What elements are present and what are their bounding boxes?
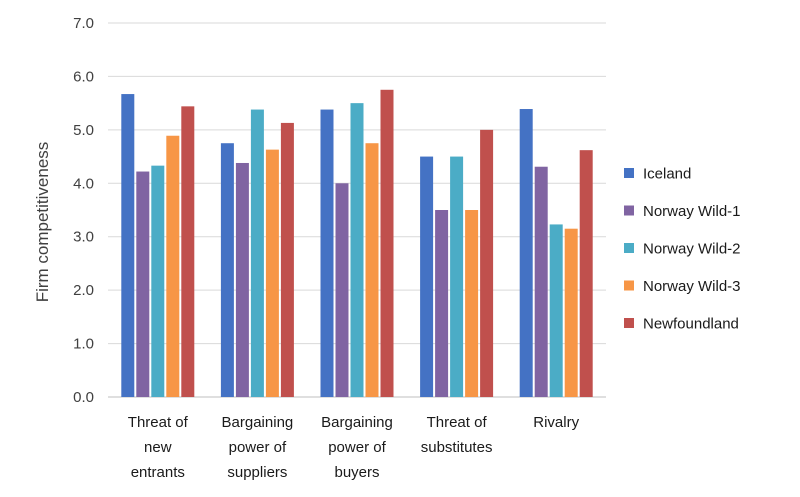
category-label: Threat of substitutes bbox=[421, 414, 493, 456]
category-label: Threat of new entrants bbox=[128, 414, 189, 481]
y-tick-label: 3.0 bbox=[73, 229, 94, 246]
y-tick-labels: 0.0 1.0 2.0 3.0 4.0 5.0 6.0 7.0 bbox=[73, 15, 94, 406]
category-labels: Threat of new entrants Bargaining power of su… bbox=[128, 414, 580, 481]
bar-iceland bbox=[220, 143, 234, 397]
bar-iceland bbox=[519, 109, 533, 398]
bar-norway-wild-1 bbox=[534, 166, 548, 397]
bar-norway-wild-2 bbox=[151, 165, 165, 397]
y-tick-label: 5.0 bbox=[73, 122, 94, 139]
bar-newfoundland bbox=[480, 129, 494, 397]
legend-swatch-norway-wild-1 bbox=[624, 205, 634, 216]
bar-newfoundland bbox=[579, 150, 593, 397]
legend-label-norway-wild-3: Norway Wild-3 bbox=[643, 278, 741, 295]
bar-newfoundland bbox=[181, 106, 195, 397]
category-label: Bargaining power of suppliers bbox=[222, 414, 294, 481]
y-tick-label: 2.0 bbox=[73, 282, 94, 299]
legend-label-iceland: Iceland bbox=[643, 166, 691, 183]
bar-iceland bbox=[121, 94, 135, 397]
bar-iceland bbox=[320, 109, 334, 397]
y-tick-label: 0.0 bbox=[73, 389, 94, 406]
bar-norway-wild-1 bbox=[435, 210, 449, 397]
bar-iceland bbox=[420, 156, 434, 397]
bar-norway-wild-1 bbox=[335, 183, 349, 397]
bar-norway-wild-1 bbox=[235, 162, 249, 397]
legend-label-newfoundland: Newfoundland bbox=[643, 316, 739, 333]
legend-label-norway-wild-2: Norway Wild-2 bbox=[643, 241, 741, 258]
legend-label-norway-wild-1: Norway Wild-1 bbox=[643, 203, 741, 220]
legend: Iceland Norway Wild-1 Norway Wild-2 Norway … bbox=[624, 166, 741, 333]
legend-swatch-newfoundland bbox=[624, 318, 634, 328]
bar-norway-wild-3 bbox=[365, 143, 379, 397]
bar-norway-wild-2 bbox=[250, 109, 264, 397]
y-axis-title: Firm competitiveness bbox=[33, 142, 52, 303]
y-tick-label: 7.0 bbox=[73, 15, 94, 32]
bar-norway-wild-2 bbox=[549, 224, 563, 397]
bars bbox=[121, 89, 593, 398]
bar-norway-wild-2 bbox=[450, 156, 464, 397]
category-label: Bargaining power of buyers bbox=[321, 414, 393, 481]
legend-swatch-norway-wild-3 bbox=[624, 280, 634, 291]
legend-swatch-norway-wild-2 bbox=[624, 243, 634, 253]
bar-norway-wild-3 bbox=[564, 228, 578, 397]
bar-norway-wild-1 bbox=[136, 171, 150, 397]
bar-newfoundland bbox=[280, 122, 294, 397]
bar-newfoundland bbox=[380, 89, 394, 398]
bar-norway-wild-3 bbox=[166, 135, 180, 397]
y-tick-label: 4.0 bbox=[73, 175, 94, 192]
bar-norway-wild-3 bbox=[465, 210, 479, 397]
category-label: Rivalry bbox=[533, 414, 579, 431]
bar-norway-wild-2 bbox=[350, 103, 364, 398]
legend-swatch-iceland bbox=[624, 168, 634, 178]
bar-norway-wild-3 bbox=[265, 149, 279, 397]
y-tick-label: 6.0 bbox=[73, 68, 94, 85]
y-tick-label: 1.0 bbox=[73, 336, 94, 353]
